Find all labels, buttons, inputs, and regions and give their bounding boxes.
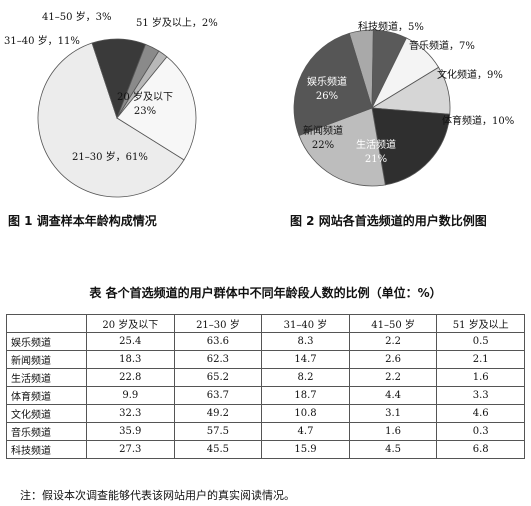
age-pie-chart: 21–30 岁，61% 31–40 岁，11% 41–50 岁，3% 51 岁及以上，… [4,10,218,198]
table-cell: 0.3 [436,422,525,441]
slice-label: 20 岁及以下 23% [117,90,173,117]
row-channel-name: 新闻频道 [6,350,87,369]
table-cell: 10.8 [261,404,350,423]
table-header-cell: 41–50 岁 [348,314,438,333]
table-cell: 2.1 [436,350,525,369]
table-header-cell: 51 岁及以上 [436,314,525,333]
table-cell: 8.3 [261,332,350,351]
table-cell: 4.4 [348,386,438,405]
slice-label: 体育频道，10% [442,114,514,127]
row-channel-name: 生活频道 [6,368,87,387]
table-header-cell: 21–30 岁 [173,314,263,333]
table-cell: 9.9 [86,386,175,405]
table-cell: 4.7 [261,422,350,441]
figure1-caption: 图 1 调查样本年龄构成情况 [8,214,157,228]
table-row: 生活频道 22.8 65.2 8.2 2.2 1.6 [6,368,525,387]
pie-slice [293,32,373,136]
table-cell: 3.1 [348,404,438,423]
table-cell: 4.6 [436,404,525,423]
table-row: 科技频道 27.3 45.5 15.9 4.5 6.8 [6,440,525,459]
table-row: 音乐频道 35.9 57.5 4.7 1.6 0.3 [6,422,525,441]
table-cell: 63.7 [173,386,263,405]
table-cell: 25.4 [86,332,175,351]
channel-pie-chart: 科技频道，5% 音乐频道，7% 文化频道，9% 体育频道，10% 生活频道 21% 新闻频道… [293,20,514,187]
table-cell: 0.5 [436,332,525,351]
table-cell: 6.8 [436,440,525,459]
pie-slice [371,107,451,186]
table-cell: 22.8 [86,368,175,387]
slice-label: 科技频道，5% [358,20,424,33]
row-channel-name: 文化频道 [6,404,87,423]
table-cell: 62.3 [173,350,263,369]
ratio-table: 20 岁及以下 21–30 岁 31–40 岁 41–50 岁 51 岁及以上 … [6,314,525,459]
table-cell: 45.5 [173,440,263,459]
table-cell: 1.6 [436,368,525,387]
slice-label: 生活频道 21% [356,138,396,165]
figure2-caption: 图 2 网站各首选频道的用户数比例图 [290,214,487,228]
table-row: 娱乐频道 25.4 63.6 8.3 2.2 0.5 [6,332,525,351]
row-channel-name: 音乐频道 [6,422,87,441]
table-cell: 2.2 [348,368,438,387]
table-row: 体育频道 9.9 63.7 18.7 4.4 3.3 [6,386,525,405]
pie-slice [37,42,185,198]
table-cell: 18.7 [261,386,350,405]
table-cell: 27.3 [86,440,175,459]
row-channel-name: 科技频道 [6,440,87,459]
slice-label: 娱乐频道 26% [307,75,347,102]
table-cell: 2.2 [348,332,438,351]
table-row: 文化频道 32.3 49.2 10.8 3.1 4.6 [6,404,525,423]
table-cell: 18.3 [86,350,175,369]
table-cell: 3.3 [436,386,525,405]
slice-label: 音乐频道，7% [409,39,475,52]
table-cell: 35.9 [86,422,175,441]
table-cell: 65.2 [173,368,263,387]
footnote: 注：假设本次调查能够代表该网站用户的真实阅读情况。 [20,489,295,502]
table-cell: 63.6 [173,332,263,351]
table-header-row: 20 岁及以下 21–30 岁 31–40 岁 41–50 岁 51 岁及以上 [6,314,525,333]
slice-label: 31–40 岁，11% [4,34,80,47]
table-title: 表 各个首选频道的用户群体中不同年龄段人数的比例（单位：%） [89,286,442,300]
slice-label: 21–30 岁，61% [72,150,148,163]
table-cell: 1.6 [348,422,438,441]
table-header-cell [6,314,87,333]
table-cell: 57.5 [173,422,263,441]
row-channel-name: 体育频道 [6,386,87,405]
slice-label: 文化频道，9% [437,68,503,81]
table-cell: 32.3 [86,404,175,423]
slice-label: 51 岁及以上，2% [136,16,218,29]
table-header-cell: 31–40 岁 [261,314,350,333]
table-row: 新闻频道 18.3 62.3 14.7 2.6 2.1 [6,350,525,369]
pie-slice [116,56,197,161]
table-cell: 8.2 [261,368,350,387]
table-cell: 2.6 [348,350,438,369]
row-channel-name: 娱乐频道 [6,332,87,351]
table-cell: 49.2 [173,404,263,423]
table-cell: 15.9 [261,440,350,459]
slice-label: 新闻频道 22% [303,124,343,151]
table-cell: 14.7 [261,350,350,369]
slice-label: 41–50 岁，3% [42,10,112,23]
table-header-cell: 20 岁及以下 [86,314,175,333]
table-cell: 4.5 [348,440,438,459]
